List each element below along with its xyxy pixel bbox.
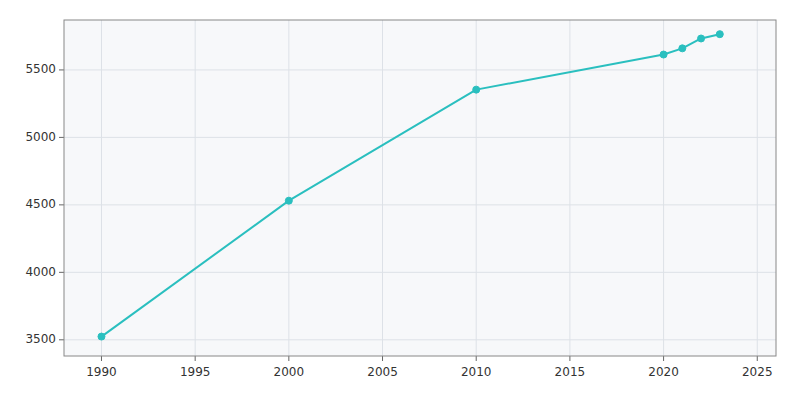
x-tick-label: 2020 [648,365,679,379]
y-tick-label: 4500 [25,197,56,211]
population-marker [285,197,292,204]
y-tick-label: 5000 [25,130,56,144]
x-tick-label: 2015 [555,365,586,379]
chart-svg: 3500 4000 4500 5000 5500 1990 1995 2000 2005 2010… [0,0,800,400]
x-tick [195,356,196,361]
x-tick [663,356,664,361]
population-marker [660,51,667,58]
x-tick-label: 1995 [180,365,211,379]
y-tick-label: 4000 [25,265,56,279]
y-grid-line [64,204,776,205]
x-tick-label: 1990 [86,365,117,379]
page: {"chart_data": {"type": "line", "x": [19… [0,0,800,400]
y-tick-label: 5500 [25,62,56,76]
y-tick [59,272,64,273]
x-tick [757,356,758,361]
x-tick-label: 2005 [367,365,398,379]
y-tick-label: 3500 [25,332,56,346]
x-tick-label: 2000 [274,365,305,379]
y-tick [59,69,64,70]
y-grid-line [64,272,776,273]
x-grid-line [101,20,102,356]
population-marker [698,35,705,42]
y-tick [59,137,64,138]
y-grid-line [64,69,776,70]
y-tick [59,339,64,340]
x-tick [288,356,289,361]
x-tick [382,356,383,361]
y-grid-line [64,339,776,340]
plot-frame [64,20,776,356]
population-marker [716,31,723,38]
y-grid-line [64,137,776,138]
x-tick [569,356,570,361]
population-marker [473,86,480,93]
y-tick [59,204,64,205]
population-line [101,34,719,336]
plot-background [64,20,776,356]
x-tick-label: 2025 [742,365,773,379]
x-grid-line [569,20,570,356]
population-marker [679,45,686,52]
x-grid-line [663,20,664,356]
series [98,31,723,340]
axes: 3500 4000 4500 5000 5500 1990 1995 2000 2005 2010… [25,20,776,379]
grid [64,20,776,356]
x-grid-line [476,20,477,356]
x-grid-line [288,20,289,356]
x-tick-label: 2010 [461,365,492,379]
x-grid-line [382,20,383,356]
x-tick [476,356,477,361]
chart-container: 3500 4000 4500 5000 5500 1990 1995 2000 2005 2010… [0,0,800,400]
x-tick [101,356,102,361]
population-marker [98,333,105,340]
x-grid-line [757,20,758,356]
x-grid-line [195,20,196,356]
